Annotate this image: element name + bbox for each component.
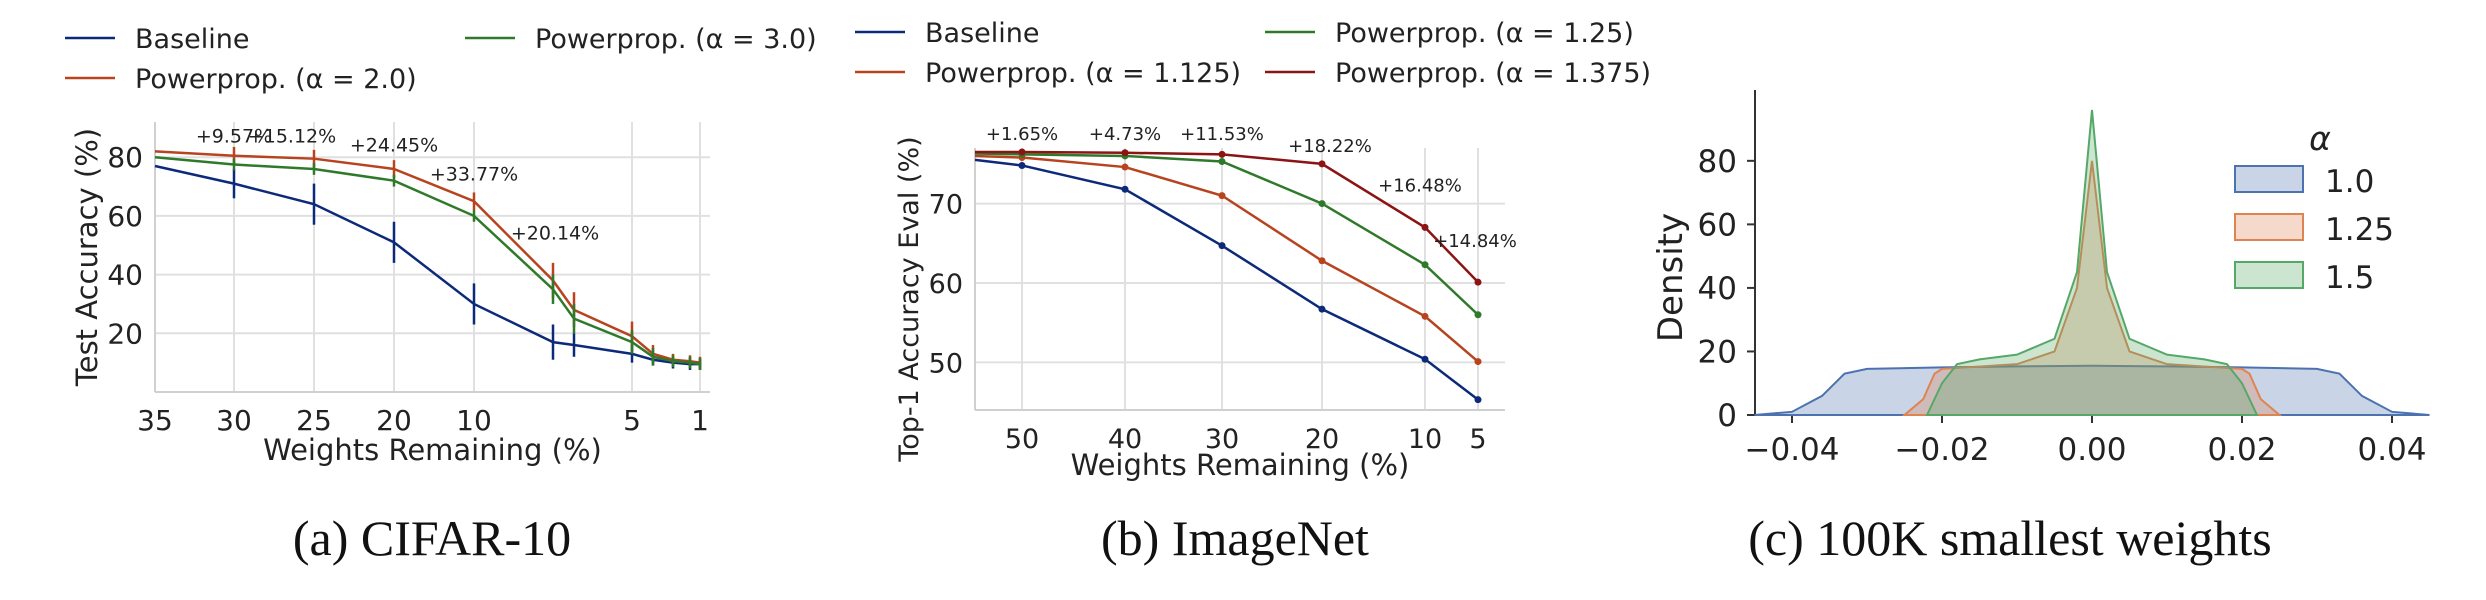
x-tick-label: 5	[1469, 424, 1486, 455]
x-tick-label: 0.00	[2057, 432, 2126, 468]
x-axis-label: Weights Remaining (%)	[1071, 448, 1410, 482]
legend-label: Baseline	[135, 24, 249, 55]
x-tick-label: 0.02	[2207, 432, 2276, 468]
density-area	[1901, 160, 2283, 416]
data-point	[1318, 305, 1326, 313]
kde-panel: 0 20 40 60 80 −0.04 −0.02 0.00 0.02 0.04 Density α 1…	[1651, 90, 2430, 468]
series-line	[154, 164, 700, 366]
y-tick-label: 80	[1698, 144, 1737, 180]
gain-annotation: +16.48%	[1378, 176, 1462, 197]
gain-annotation: +14.84%	[1433, 231, 1517, 252]
legend-label: 1.5	[2325, 260, 2374, 296]
legend-label: Powerprop. (α = 1.125)	[925, 58, 1241, 89]
y-axis-label: Density	[1651, 213, 1691, 342]
gain-annotation: +9.57%	[196, 126, 272, 148]
gain-annotation: +18.22%	[1288, 136, 1372, 157]
y-tick-label: 60	[929, 269, 963, 300]
x-tick-label: 35	[137, 404, 173, 437]
gain-annotation: +4.73%	[1089, 124, 1161, 145]
data-point	[1218, 242, 1226, 250]
y-tick-label: 50	[929, 348, 963, 379]
cifar10-panel: 20 40 60 80 35 30 25 20 10 5 1 Weights Remaining (%…	[65, 24, 817, 467]
legend-label: Baseline	[925, 18, 1039, 49]
gain-annotation: +33.77%	[430, 164, 518, 186]
y-tick-label: 80	[107, 141, 143, 174]
data-point	[1421, 355, 1429, 363]
data-point	[1218, 192, 1226, 200]
x-axis-label: Weights Remaining (%)	[263, 433, 602, 467]
y-tick-label: 20	[1698, 334, 1737, 370]
y-tick-label: 0	[1717, 398, 1737, 434]
x-tick-label: 0.04	[2357, 432, 2426, 468]
data-point	[1474, 311, 1482, 319]
density-area	[1925, 109, 2259, 416]
y-axis-label: Top-1 Accuracy Eval (%)	[894, 136, 925, 462]
x-tick-label: 10	[456, 404, 492, 437]
caption-imagenet: (b) ImageNet	[1101, 510, 1369, 566]
series-line	[154, 150, 701, 364]
data-point	[1474, 396, 1482, 404]
data-point	[1421, 261, 1429, 269]
y-tick-label: 70	[929, 190, 963, 221]
x-tick-label: 20	[376, 404, 412, 437]
data-point	[1318, 160, 1326, 168]
y-tick-label: 60	[1698, 207, 1737, 243]
data-point	[1018, 161, 1026, 169]
y-tick-label: 40	[107, 259, 143, 292]
x-tick-label: 50	[1005, 424, 1039, 455]
x-tick-label: 20	[1305, 424, 1339, 455]
caption-cifar10: (a) CIFAR-10	[293, 510, 571, 566]
series-line	[154, 155, 701, 366]
legend-swatch	[2234, 165, 2304, 193]
data-point	[1474, 358, 1482, 366]
x-tick-label: 40	[1108, 424, 1142, 455]
data-point	[1421, 223, 1429, 231]
y-tick-label: 40	[1698, 271, 1737, 307]
x-tick-label: 25	[296, 404, 332, 437]
x-tick-label: −0.02	[1895, 432, 1990, 468]
legend-title: α	[2309, 119, 2331, 158]
legend-label: Powerprop. (α = 1.375)	[1335, 58, 1651, 89]
x-tick-label: 10	[1408, 424, 1442, 455]
caption-kde: (c) 100K smallest weights	[1748, 510, 2272, 566]
imagenet-panel: 50 60 70 50 40 30 20 10 5 Weights Remaining (%) To…	[855, 18, 1651, 482]
data-point	[1318, 200, 1326, 208]
x-tick-label: −0.04	[1745, 432, 1840, 468]
data-point	[1318, 257, 1326, 265]
legend-label: Powerprop. (α = 3.0)	[535, 24, 817, 55]
gain-annotation: +20.14%	[511, 222, 599, 244]
gain-annotation: +24.45%	[350, 134, 438, 156]
data-point	[1018, 148, 1026, 156]
legend-label: Powerprop. (α = 1.25)	[1335, 18, 1634, 49]
gain-annotation: +1.65%	[986, 124, 1058, 145]
x-tick-label: 30	[1205, 424, 1239, 455]
x-tick-label: 5	[623, 404, 641, 437]
data-point	[1218, 150, 1226, 158]
x-tick-label: 30	[216, 404, 252, 437]
y-axis-label: Test Accuracy (%)	[70, 128, 104, 387]
gain-annotation: +11.53%	[1180, 124, 1264, 145]
legend-label: 1.0	[2325, 164, 2374, 200]
y-tick-label: 60	[107, 200, 143, 233]
density-area	[1754, 364, 2430, 416]
data-point	[1474, 278, 1482, 286]
legend-label: Powerprop. (α = 2.0)	[135, 64, 417, 95]
legend-swatch	[2234, 213, 2304, 241]
data-point	[1218, 157, 1226, 165]
legend-label: 1.25	[2325, 212, 2394, 248]
x-tick-label: 1	[691, 404, 709, 437]
data-point	[1121, 149, 1129, 157]
legend-swatch	[2234, 261, 2304, 289]
y-tick-label: 20	[107, 317, 143, 350]
data-point	[1121, 163, 1129, 171]
data-point	[1421, 312, 1429, 320]
data-point	[1121, 185, 1129, 193]
gain-annotation: +15.12%	[248, 126, 336, 148]
